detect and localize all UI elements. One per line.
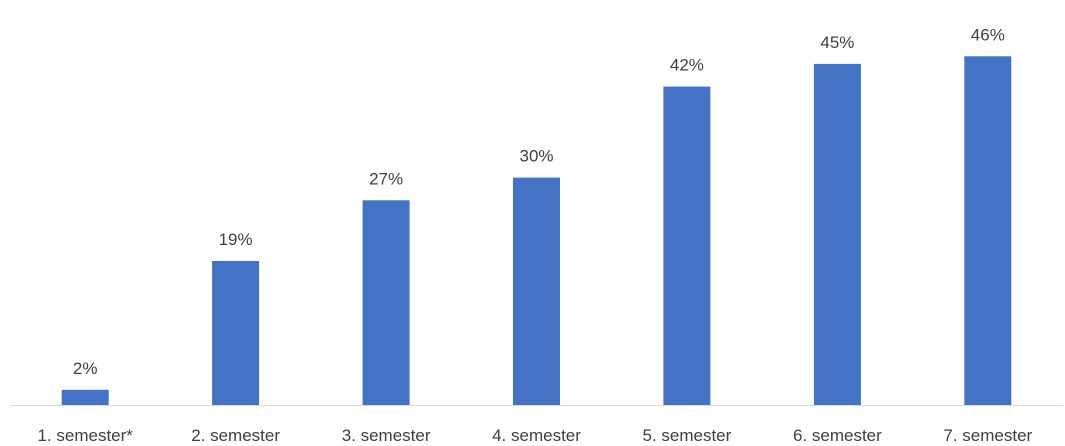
data-label-3: 27% — [369, 169, 403, 188]
bar-3 — [362, 200, 410, 405]
data-label-1: 2% — [73, 359, 98, 378]
x-tick-label-3: 3. semester — [342, 426, 431, 445]
x-tick-label-6: 6. semester — [793, 426, 882, 445]
x-tick-label-5: 5. semester — [642, 426, 731, 445]
bar-5 — [663, 86, 711, 405]
data-label-4: 30% — [519, 147, 553, 166]
data-label-2: 19% — [219, 230, 253, 249]
bars-group — [61, 56, 1012, 406]
bar-7 — [964, 56, 1012, 406]
data-labels-group: 2% 19% 27% 30% 42% 45% 46% — [73, 25, 1005, 378]
data-label-5: 42% — [670, 56, 704, 75]
data-label-6: 45% — [820, 33, 854, 52]
bar-1 — [61, 389, 109, 405]
bar-4 — [513, 177, 560, 405]
x-tick-label-7: 7. semester — [943, 426, 1032, 445]
x-tick-label-1: 1. semester* — [37, 426, 133, 445]
x-tick-label-4: 4. semester — [492, 426, 581, 445]
tick-labels-group: 1. semester* 2. semester 3. semester 4. sem… — [37, 426, 1032, 445]
x-tick-label-2: 2. semester — [191, 426, 280, 445]
bar-6 — [813, 63, 861, 406]
data-label-7: 46% — [971, 25, 1005, 44]
bar-2 — [212, 261, 260, 405]
